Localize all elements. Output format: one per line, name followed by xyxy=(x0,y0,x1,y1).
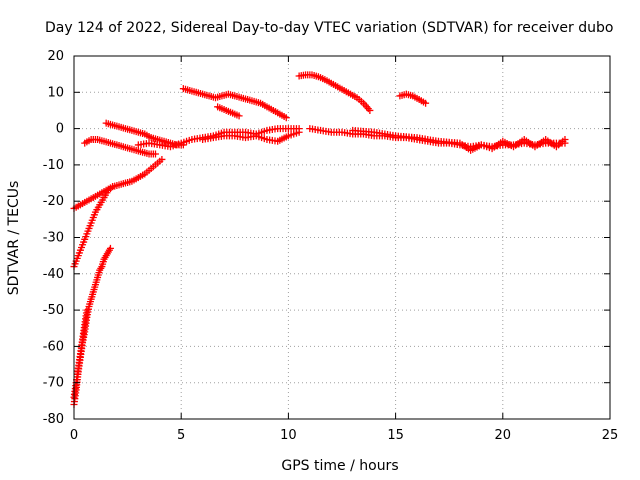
series-arc-steep-low xyxy=(70,244,114,408)
data-point xyxy=(158,155,166,163)
y-tick-label: -40 xyxy=(43,267,64,282)
data-point xyxy=(295,128,303,136)
y-tick-label: 10 xyxy=(47,85,64,100)
y-tick-label: -70 xyxy=(43,376,64,391)
x-axis-label: GPS time / hours xyxy=(281,458,398,474)
series-arc-11h xyxy=(295,71,374,114)
data-point xyxy=(83,306,91,314)
series-arc-short-7h xyxy=(214,103,243,120)
data-point xyxy=(422,99,430,107)
data-point xyxy=(282,114,290,122)
data-point xyxy=(106,244,114,252)
chart-title: Day 124 of 2022, Sidereal Day-to-day VTE… xyxy=(45,20,613,36)
series-arc-early-slope xyxy=(102,119,187,149)
y-tick-label: -20 xyxy=(43,194,64,209)
series-arc-upper-rise xyxy=(70,155,166,212)
y-axis-label: SDTVAR / TECUs xyxy=(6,181,22,296)
x-tick-label: 5 xyxy=(177,428,185,443)
y-tick-label: -60 xyxy=(43,339,64,354)
y-tick-label: -80 xyxy=(43,412,64,427)
data-point xyxy=(151,150,159,158)
x-tick-label: 20 xyxy=(495,428,512,443)
x-tick-label: 10 xyxy=(280,428,297,443)
series-arc-early-dip xyxy=(81,135,159,158)
y-tick-label: -50 xyxy=(43,303,64,318)
y-tick-label: -30 xyxy=(43,231,64,246)
grid xyxy=(74,56,610,419)
data-points xyxy=(70,71,569,408)
data-point xyxy=(366,106,374,114)
data-point xyxy=(561,135,569,143)
x-tick-label: 0 xyxy=(70,428,78,443)
y-tick-label: -10 xyxy=(43,158,64,173)
data-point xyxy=(235,112,243,120)
series-arc-15h xyxy=(396,90,430,107)
series-arc-long-tail xyxy=(306,125,569,151)
x-tick-label: 25 xyxy=(602,428,619,443)
series-arc-10h xyxy=(179,85,290,122)
series-arc-center-low xyxy=(199,128,303,145)
y-tick-label: 20 xyxy=(47,49,64,64)
series-arc-long-tail-b xyxy=(349,126,569,154)
x-tick-label: 15 xyxy=(387,428,404,443)
axis-ticks: 0 5 10 15 20 25 20 10 0 -10 -20 -30 -40 -50 -60 -70 -80 xyxy=(43,49,619,443)
y-tick-label: 0 xyxy=(56,122,64,137)
